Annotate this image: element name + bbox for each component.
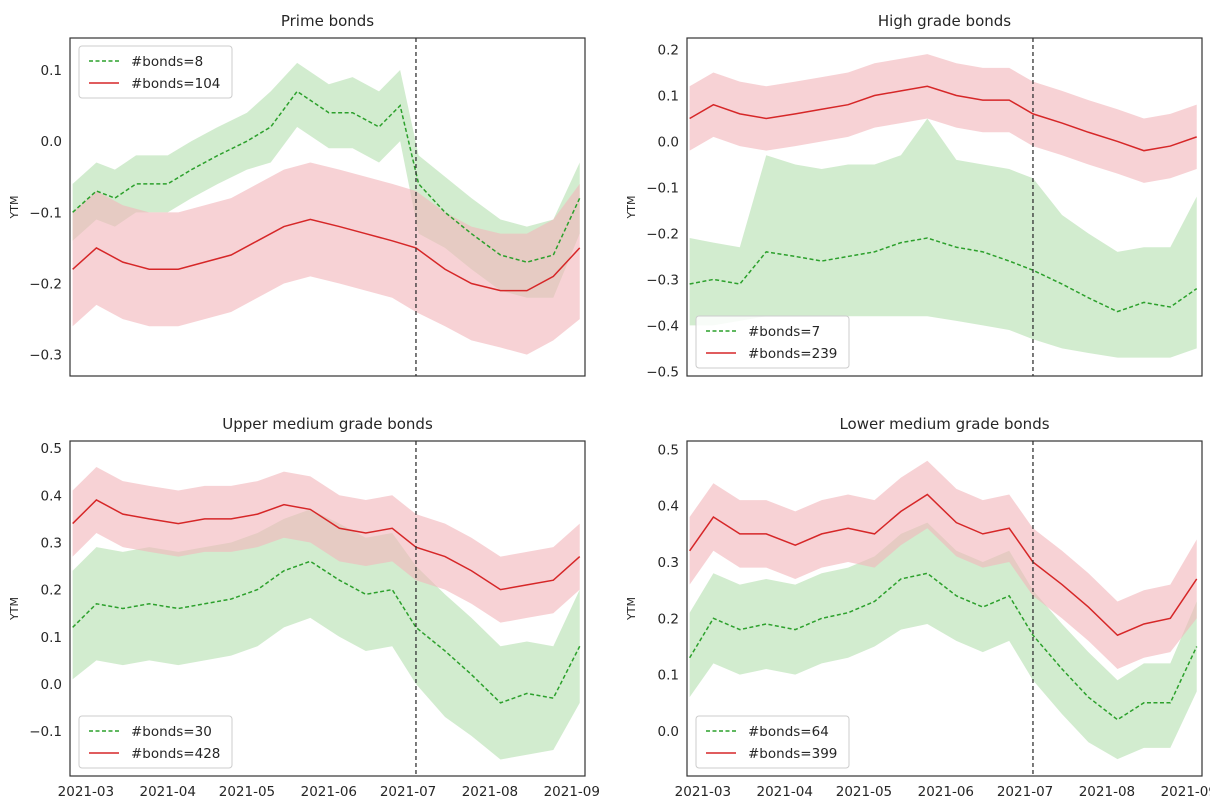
y-tick-label: −0.2 bbox=[646, 226, 679, 242]
y-tick-label: 0.0 bbox=[658, 724, 679, 740]
band-green bbox=[689, 522, 1197, 760]
y-tick-label: 0.0 bbox=[658, 134, 679, 150]
chart-title: Lower medium grade bonds bbox=[839, 415, 1049, 433]
legend-label: #bonds=399 bbox=[748, 746, 837, 762]
axes-frame bbox=[69, 37, 586, 377]
y-tick-label: −0.3 bbox=[29, 348, 62, 364]
y-tick-label: 0.1 bbox=[658, 88, 679, 104]
axes-frame bbox=[69, 440, 586, 777]
panel-2: High grade bonds YTM −0.5 −0.4 −0.3 −0.2 −0.1 0… bbox=[625, 12, 1203, 380]
y-tick-label: −0.5 bbox=[646, 364, 679, 380]
chart-title: High grade bonds bbox=[878, 12, 1011, 30]
series-line-green bbox=[72, 560, 581, 704]
x-tick-label: 2021-09 bbox=[1161, 784, 1210, 800]
y-tick-label: 0.1 bbox=[41, 63, 62, 79]
chart-title: Prime bonds bbox=[281, 12, 374, 30]
x-tick-label: 2021-05 bbox=[219, 784, 275, 800]
x-tick-label: 2021-03 bbox=[675, 784, 731, 800]
y-tick-label: 0.0 bbox=[41, 677, 62, 693]
y-axis-label: YTM bbox=[8, 196, 21, 220]
y-tick-label: 0.5 bbox=[41, 441, 62, 457]
x-tick-label: 2021-06 bbox=[918, 784, 974, 800]
y-tick-label: 0.5 bbox=[658, 442, 679, 458]
x-tick-label: 2021-09 bbox=[544, 784, 600, 800]
legend-box bbox=[695, 315, 850, 369]
legend-label: #bonds=239 bbox=[748, 346, 837, 362]
series-line-red bbox=[689, 493, 1198, 637]
legend: #bonds=7 #bonds=239 bbox=[695, 315, 850, 369]
y-tick-label: 0.2 bbox=[658, 42, 679, 58]
legend-label: #bonds=30 bbox=[131, 724, 212, 740]
y-tick-label: 0.4 bbox=[41, 488, 62, 504]
y-tick-label: 0.4 bbox=[658, 499, 679, 515]
x-tick-label: 2021-08 bbox=[1079, 784, 1135, 800]
legend-label: #bonds=8 bbox=[131, 54, 203, 70]
y-axis-label: YTM bbox=[625, 597, 638, 621]
y-tick-label: −0.2 bbox=[29, 276, 62, 292]
y-tick-label: 0.3 bbox=[41, 535, 62, 551]
y-tick-label: 0.1 bbox=[658, 668, 679, 684]
x-tick-label: 2021-06 bbox=[301, 784, 357, 800]
y-tick-label: −0.4 bbox=[646, 318, 679, 334]
series-line-red bbox=[72, 218, 581, 292]
y-tick-label: 0.2 bbox=[658, 611, 679, 627]
x-tick-label: 2021-03 bbox=[58, 784, 114, 800]
legend-box bbox=[78, 715, 233, 769]
chart-title: Upper medium grade bonds bbox=[222, 415, 433, 433]
panel-3: Upper medium grade bonds YTM −0.1 0.0 0.1 0.2… bbox=[8, 415, 600, 800]
band-red bbox=[72, 466, 580, 623]
series-line-red bbox=[72, 499, 581, 591]
y-tick-label: −0.1 bbox=[646, 180, 679, 196]
band-red bbox=[72, 162, 580, 355]
plot-area bbox=[689, 54, 1198, 358]
series-line-red bbox=[689, 85, 1197, 152]
plot-area bbox=[72, 62, 581, 355]
y-tick-label: 0.2 bbox=[41, 583, 62, 599]
legend-box bbox=[695, 715, 850, 769]
legend-label: #bonds=104 bbox=[131, 76, 220, 92]
band-red bbox=[689, 54, 1197, 183]
series-line-green bbox=[689, 237, 1198, 313]
band-red bbox=[689, 460, 1197, 670]
legend-label: #bonds=7 bbox=[748, 324, 820, 340]
plot-area bbox=[72, 466, 581, 760]
x-tick-label: 2021-07 bbox=[380, 784, 436, 800]
x-tick-label: 2021-04 bbox=[757, 784, 813, 800]
y-tick-label: −0.1 bbox=[29, 724, 62, 740]
y-axis-label: YTM bbox=[8, 597, 21, 621]
y-tick-label: 0.0 bbox=[41, 134, 62, 150]
x-tick-label: 2021-04 bbox=[140, 784, 196, 800]
y-axis-label: YTM bbox=[625, 196, 638, 220]
legend-label: #bonds=428 bbox=[131, 746, 220, 762]
x-tick-label: 2021-05 bbox=[836, 784, 892, 800]
legend: #bonds=30 #bonds=428 bbox=[78, 715, 233, 769]
legend: #bonds=64 #bonds=399 bbox=[695, 715, 850, 769]
axes-frame bbox=[686, 37, 1203, 377]
axes-frame bbox=[686, 440, 1203, 777]
band-green bbox=[72, 509, 580, 760]
panel-1: Prime bonds YTM −0.3 −0.2 −0.1 0.0 0.1 #bonds=8… bbox=[8, 12, 586, 377]
plot-area bbox=[688, 460, 1198, 760]
y-tick-label: −0.1 bbox=[29, 205, 62, 221]
y-tick-label: 0.1 bbox=[41, 630, 62, 646]
panel-4: Lower medium grade bonds YTM 0.0 0.1 0.2 0.3 0… bbox=[625, 415, 1210, 800]
y-tick-label: 0.3 bbox=[658, 555, 679, 571]
y-tick-label: −0.3 bbox=[646, 272, 679, 288]
series-line-green bbox=[72, 90, 581, 263]
legend-label: #bonds=64 bbox=[748, 724, 829, 740]
legend: #bonds=8 #bonds=104 bbox=[78, 45, 233, 99]
legend-box bbox=[78, 45, 233, 99]
series-line-green bbox=[688, 572, 1198, 721]
x-tick-label: 2021-07 bbox=[997, 784, 1053, 800]
x-tick-label: 2021-08 bbox=[462, 784, 518, 800]
band-green bbox=[689, 118, 1197, 358]
